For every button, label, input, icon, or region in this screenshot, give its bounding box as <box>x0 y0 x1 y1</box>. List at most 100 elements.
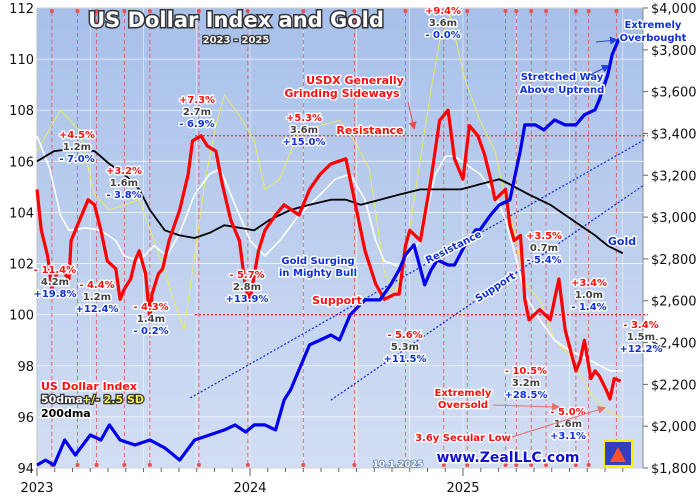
swing-marker-dot <box>573 463 578 467</box>
annotation-usdx-sideways-2: Grinding Sideways <box>284 87 400 100</box>
swing-marker-dot <box>245 9 250 13</box>
swing-marker-dot <box>403 9 408 13</box>
swing-label-line: +3.5% <box>526 231 562 242</box>
swing-label-line: - 4.4% <box>79 280 114 291</box>
swing-marker-dot <box>544 463 549 467</box>
swing-label-line: - 5.6% <box>387 330 422 341</box>
right-tick-label: $3,200 <box>651 169 697 184</box>
swing-label-line: 3.2m <box>512 378 540 389</box>
annotation-oversold-1: Extremely <box>435 388 492 399</box>
series-gold <box>36 33 625 467</box>
swing-marker-dot <box>403 463 408 467</box>
swing-label-line: +12.4% <box>75 304 118 315</box>
swing-marker-dot <box>465 9 470 13</box>
swing-marker-dot <box>75 9 80 13</box>
level-lines <box>190 135 648 401</box>
swing-label-line: - 7.0% <box>59 154 94 165</box>
legend-usdx: US Dollar Index <box>41 380 137 393</box>
support-label-usdx: Support <box>312 294 362 307</box>
swing-label-line: - 3.8% <box>106 190 141 201</box>
overbought-arrow <box>595 36 618 45</box>
swing-marker-dot <box>614 9 619 13</box>
secular-low-arrow <box>511 405 606 438</box>
x-tick-label: 2024 <box>233 481 266 496</box>
swing-marker-dot <box>147 9 152 13</box>
left-tick-label: 112 <box>9 2 34 17</box>
swing-marker-dot <box>75 463 80 467</box>
left-tick-label: 98 <box>17 360 34 375</box>
swing-label-line: 1.6m <box>554 419 582 430</box>
swing-marker-dot <box>586 463 591 467</box>
swing-marker-dot <box>441 9 446 13</box>
swing-marker-dot <box>544 9 549 13</box>
right-tick-label: $2,600 <box>651 295 697 310</box>
annotation-oversold-2: Oversold <box>438 400 488 411</box>
resistance-label-usdx: Resistance <box>336 124 403 137</box>
swing-marker-dot <box>94 9 99 13</box>
right-tick-label: $2,000 <box>651 420 697 435</box>
x-tick-label: 2023 <box>20 481 53 496</box>
left-tick-label: 96 <box>17 411 34 426</box>
swing-marker-dot <box>301 9 306 13</box>
series-us-dollar-index <box>35 108 622 401</box>
left-tick-label: 94 <box>17 462 34 477</box>
swing-marker-dot <box>586 9 591 13</box>
swing-label-line: - 3.4% <box>623 320 658 331</box>
gold-series-label: Gold <box>608 235 636 248</box>
swing-marker-dot <box>514 463 519 467</box>
swing-label-line: +13.9% <box>225 294 268 305</box>
swing-label-line: - 5.4% <box>526 255 561 266</box>
swing-labels: +4.5%1.2m- 7.0%+3.2%1.6m- 3.8%+7.3%2.7m-… <box>32 5 664 444</box>
annotation-secular-low: 3.6y Secular Low <box>415 433 511 444</box>
swing-label-line: - 0.0% <box>425 30 460 41</box>
date-stamp: 10.1.2025 <box>373 460 424 470</box>
swing-label-line: 1.4m <box>137 314 165 325</box>
right-tick-label: $1,800 <box>651 462 697 477</box>
swing-marker-dot <box>196 9 201 13</box>
annotation-overbought-2: Overbought <box>620 33 687 44</box>
swing-marker-dot <box>196 463 201 467</box>
gold-support-trendline <box>330 184 645 401</box>
swing-label-line: +5.3% <box>286 113 322 124</box>
swing-label-line: 5.3m <box>391 342 419 353</box>
annotation-overbought-1: Extremely <box>625 20 682 31</box>
right-tick-label: $3,600 <box>651 86 697 101</box>
swing-label-line: 1.6m <box>110 178 138 189</box>
right-tick-label: $3,000 <box>651 211 697 226</box>
legend-200dma: 200dma <box>41 407 91 420</box>
zeal-logo <box>603 440 633 467</box>
swing-marker-dot <box>122 463 127 467</box>
swing-label-line: - 6.9% <box>179 119 214 130</box>
swing-marker-dot <box>49 9 54 13</box>
swing-label-line: +19.8% <box>33 289 76 300</box>
swing-label-line: 3.6m <box>429 18 457 29</box>
swing-marker-dot <box>514 9 519 13</box>
annotation-stretched-1: Stretched Way <box>521 72 604 83</box>
x-tick-label: 2025 <box>446 481 479 496</box>
swing-label-line: - 11.4% <box>34 265 76 276</box>
swing-marker-dot <box>503 463 508 467</box>
swing-label-line: 2.8m <box>233 282 261 293</box>
swing-marker-dot <box>245 463 250 467</box>
gridlines <box>36 7 643 469</box>
left-tick-label: 100 <box>9 309 34 324</box>
swing-marker-dot <box>94 463 99 467</box>
right-tick-label: $2,800 <box>651 253 697 268</box>
watermark-link[interactable]: www.ZealLLC.com <box>435 449 581 468</box>
left-tick-label: 108 <box>9 104 34 119</box>
gold-resistance-trendline <box>190 139 645 399</box>
swing-marker-dot <box>529 463 534 467</box>
annotation-gold-bull-1: Gold Surging <box>281 256 354 267</box>
left-tick-label: 102 <box>9 258 34 273</box>
swing-marker-dot <box>122 9 127 13</box>
swing-label-line: - 4.3% <box>133 302 168 313</box>
stretched-arrow <box>589 65 610 76</box>
swing-marker-dot <box>441 463 446 467</box>
legend: US Dollar Index 50dma +/- 2.5 SD 200dma <box>40 379 146 422</box>
legend-band: +/- 2.5 SD <box>82 393 144 406</box>
swing-label-line: +12.2% <box>619 344 662 355</box>
annotation-gold-bull-2: in Mighty Bull <box>279 268 357 279</box>
swing-label-line: +28.5% <box>504 390 547 401</box>
oversold-arrow <box>492 402 560 411</box>
